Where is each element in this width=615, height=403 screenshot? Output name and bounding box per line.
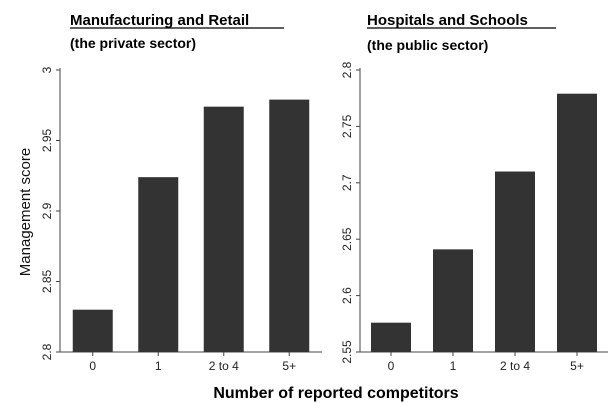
panel-subtitle-private: (the private sector) — [70, 35, 196, 51]
plot-area-private: 2.8 2.85 2.9 2.95 3 0 1 2 to 4 5+ — [40, 66, 322, 373]
y-tick-label: 2.8 — [340, 61, 354, 78]
x-axis-label: Number of reported competitors — [213, 385, 458, 402]
y-tick-label: 2.75 — [340, 114, 354, 138]
bar-public-1 — [433, 249, 473, 352]
x-tick-label: 2 to 4 — [209, 359, 239, 373]
bar-public-2 — [495, 171, 535, 352]
y-axis-label: Management score — [17, 148, 34, 276]
bar-private-1 — [138, 177, 179, 352]
y-tick-label: 2.65 — [340, 227, 354, 251]
y-tick-label: 2.7 — [340, 174, 354, 191]
panel-title-private: Manufacturing and Retail — [70, 12, 249, 29]
x-tick-label: 5+ — [282, 359, 296, 373]
y-tick-label: 2.55 — [340, 340, 354, 364]
x-tick-label: 1 — [155, 359, 162, 373]
x-tick-label: 0 — [89, 359, 96, 373]
x-tick-label: 0 — [388, 359, 395, 373]
panel-subtitle-public: (the public sector) — [367, 37, 488, 53]
x-tick-label: 1 — [450, 359, 457, 373]
y-tick-label: 2.85 — [40, 269, 54, 293]
x-tick-label: 2 to 4 — [500, 359, 530, 373]
bar-private-3 — [269, 99, 310, 352]
y-tick-label: 2.6 — [340, 287, 354, 304]
plot-area-public: 2.55 2.6 2.65 2.7 2.75 2.8 0 1 2 to 4 5+ — [340, 61, 608, 373]
y-tick-label: 2.8 — [40, 343, 54, 360]
chart-panel-public: Hospitals and Schools (the public sector… — [340, 12, 608, 373]
bar-public-0 — [371, 322, 411, 352]
x-tick-label: 5+ — [570, 359, 584, 373]
y-tick-label: 2.95 — [40, 128, 54, 152]
y-tick-label: 3 — [40, 66, 54, 73]
chart-panel-private: Manufacturing and Retail (the private se… — [17, 12, 322, 373]
y-tick-label: 2.9 — [40, 202, 54, 219]
panel-title-public: Hospitals and Schools — [367, 12, 528, 29]
bar-private-0 — [72, 309, 113, 352]
bar-private-2 — [203, 106, 244, 352]
bar-public-3 — [557, 93, 597, 353]
